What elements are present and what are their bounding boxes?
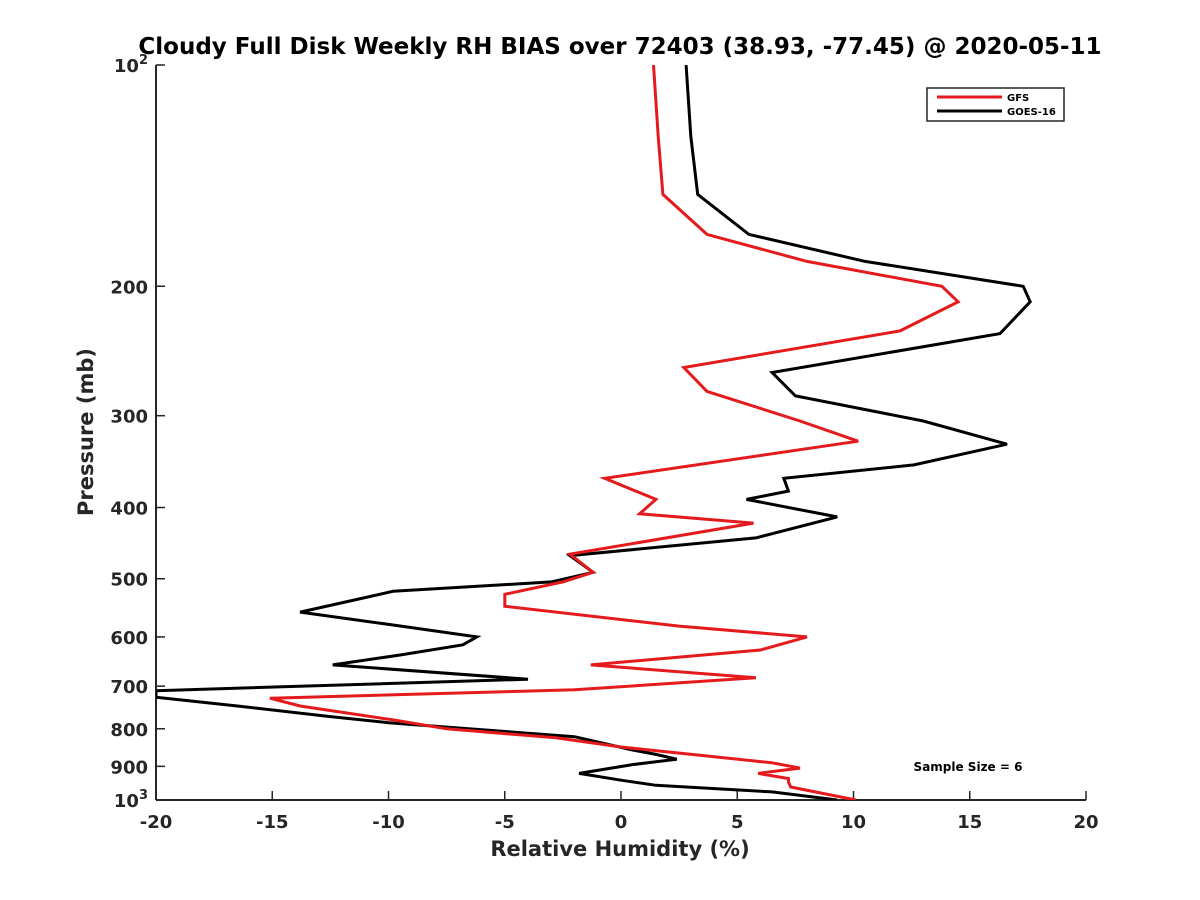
x-tick-label: 15	[957, 812, 982, 833]
x-tick-label: 0	[615, 812, 628, 833]
chart-title: Cloudy Full Disk Weekly RH BIAS over 724…	[138, 34, 1101, 60]
y-tick-label: 900	[110, 757, 148, 778]
y-tick-label: 700	[110, 677, 148, 698]
series-layer	[156, 65, 1032, 800]
x-tick-label: 20	[1073, 812, 1098, 833]
y-axis-label: Pressure (mb)	[74, 348, 98, 516]
sample-size-annotation: Sample Size = 6	[914, 760, 1023, 774]
legend-label: GOES-16	[1007, 107, 1056, 118]
x-tick-label: 10	[841, 812, 866, 833]
x-tick-label: -5	[495, 812, 515, 833]
y-tick-label: 200	[110, 277, 148, 298]
x-tick-label: -15	[256, 812, 289, 833]
series-line-gfs	[269, 65, 961, 800]
series-line-goes-16	[156, 65, 1032, 800]
x-tick-label: 5	[731, 812, 744, 833]
x-axis-label: Relative Humidity (%)	[490, 837, 749, 861]
x-tick-label: -20	[140, 812, 173, 833]
y-tick-label: 103	[114, 788, 148, 812]
y-tick-label: 600	[110, 628, 148, 649]
axes: -20 -15 -10 -5 0 5 10 15 20 102 200 300 400 500 600 700…	[110, 53, 1098, 833]
y-tick-label: 500	[110, 570, 148, 591]
y-tick-label: 300	[110, 407, 148, 428]
y-tick-label: 400	[110, 499, 148, 520]
y-tick-label: 800	[110, 720, 148, 741]
legend-box	[926, 87, 1065, 122]
y-tick-label: 102	[114, 53, 148, 77]
legend: GFS GOES-16	[926, 87, 1065, 122]
x-tick-label: -10	[372, 812, 405, 833]
legend-label: GFS	[1007, 93, 1029, 104]
